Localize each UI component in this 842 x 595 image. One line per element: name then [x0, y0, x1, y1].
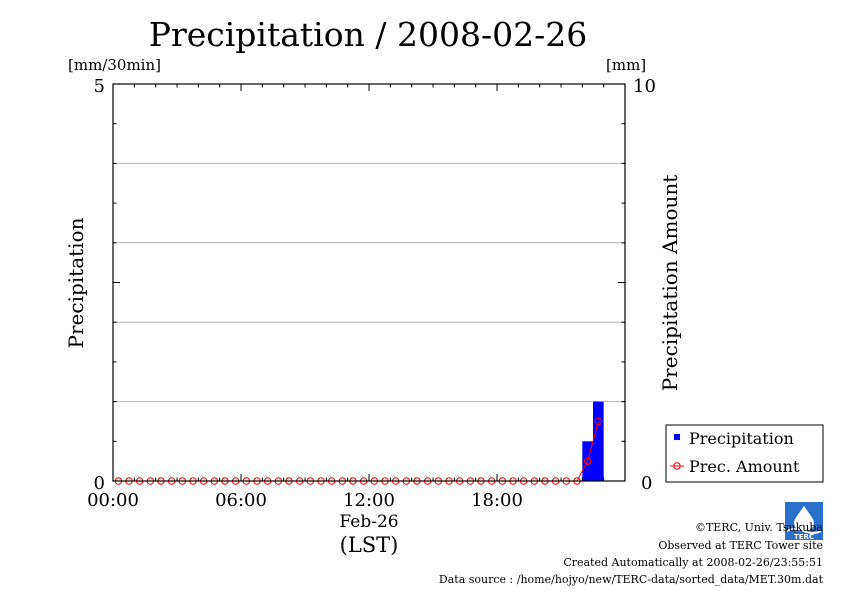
right-axis-unit: [mm]: [606, 56, 646, 74]
amount-series: [114, 417, 603, 485]
y2-axis-title: Precipitation Amount: [658, 175, 682, 392]
legend: Precipitation Prec. Amount: [665, 424, 824, 483]
logo-text: TERC: [794, 533, 814, 541]
footer-created: Created Automatically at 2008-02-26/23:5…: [563, 556, 823, 569]
x-tick-label-0000: 00:00: [87, 490, 139, 511]
y-tick-label-top: 5: [94, 76, 105, 97]
footer-source: Data source : /home/hojyo/new/TERC-data/…: [439, 573, 824, 586]
plot-frame: [112, 83, 626, 482]
x-date-label: Feb-26: [339, 512, 398, 532]
y2-tick-label-top: 10: [633, 76, 656, 97]
x-tick-label-1200: 12:00: [343, 490, 395, 511]
footer-copyright: ©TERC, Univ. Tsukuba: [695, 521, 823, 534]
x-tick-label-1800: 18:00: [471, 490, 523, 511]
gridlines: [113, 162, 625, 403]
amount-marker: [594, 417, 603, 426]
terc-logo: TERC: [785, 502, 823, 541]
footer-observed: Observed at TERC Tower site: [658, 539, 823, 552]
left-axis-unit: [mm/30min]: [68, 56, 161, 74]
x-tick-label-0600: 06:00: [215, 490, 267, 511]
precipitation-bar: [593, 401, 604, 481]
chart-title: Precipitation / 2008-02-26: [149, 15, 587, 54]
legend-precipitation-swatch: [674, 434, 680, 440]
y-axis-title: Precipitation: [64, 217, 88, 348]
x-timezone-label: (LST): [340, 533, 399, 557]
legend-precipitation-label: Precipitation: [689, 429, 794, 448]
amount-line: [118, 421, 599, 482]
y2-tick-label-bottom: 0: [641, 473, 652, 494]
legend-amount-marker: [673, 462, 681, 470]
amount-marker: [583, 457, 592, 465]
legend-amount-label: Prec. Amount: [689, 457, 800, 476]
tick-marks: [112, 83, 626, 482]
legend-box: [665, 424, 824, 483]
y-tick-label-bottom: 0: [94, 473, 105, 494]
